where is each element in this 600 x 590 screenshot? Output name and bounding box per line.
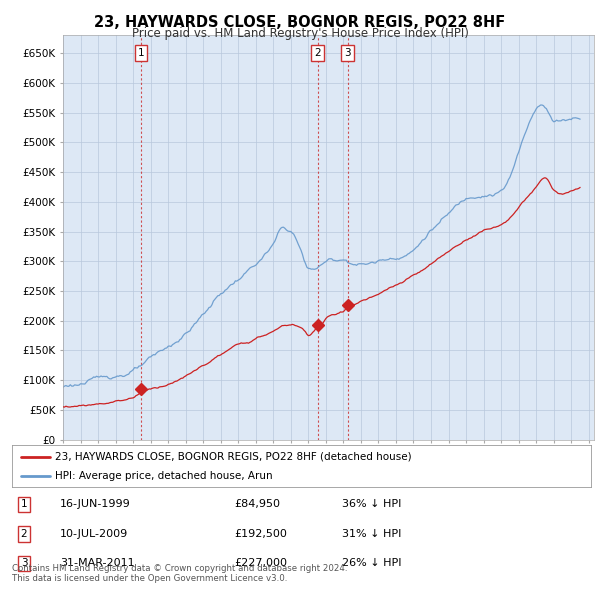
Text: 23, HAYWARDS CLOSE, BOGNOR REGIS, PO22 8HF (detached house): 23, HAYWARDS CLOSE, BOGNOR REGIS, PO22 8… xyxy=(55,451,412,461)
Text: 23, HAYWARDS CLOSE, BOGNOR REGIS, PO22 8HF: 23, HAYWARDS CLOSE, BOGNOR REGIS, PO22 8… xyxy=(94,15,506,30)
Text: HPI: Average price, detached house, Arun: HPI: Average price, detached house, Arun xyxy=(55,471,273,481)
Text: £192,500: £192,500 xyxy=(234,529,287,539)
Text: 2: 2 xyxy=(314,48,321,58)
Text: Price paid vs. HM Land Registry's House Price Index (HPI): Price paid vs. HM Land Registry's House … xyxy=(131,27,469,40)
Text: 1: 1 xyxy=(138,48,145,58)
Text: 2: 2 xyxy=(20,529,28,539)
Text: Contains HM Land Registry data © Crown copyright and database right 2024.
This d: Contains HM Land Registry data © Crown c… xyxy=(12,563,347,583)
Text: £84,950: £84,950 xyxy=(234,500,280,509)
Text: 36% ↓ HPI: 36% ↓ HPI xyxy=(342,500,401,509)
Text: 3: 3 xyxy=(344,48,351,58)
Text: 31% ↓ HPI: 31% ↓ HPI xyxy=(342,529,401,539)
Text: 10-JUL-2009: 10-JUL-2009 xyxy=(60,529,128,539)
Text: 16-JUN-1999: 16-JUN-1999 xyxy=(60,500,131,509)
Text: 26% ↓ HPI: 26% ↓ HPI xyxy=(342,559,401,568)
Text: 1: 1 xyxy=(20,500,28,509)
Text: 31-MAR-2011: 31-MAR-2011 xyxy=(60,559,134,568)
Text: 3: 3 xyxy=(20,559,28,568)
Text: £227,000: £227,000 xyxy=(234,559,287,568)
